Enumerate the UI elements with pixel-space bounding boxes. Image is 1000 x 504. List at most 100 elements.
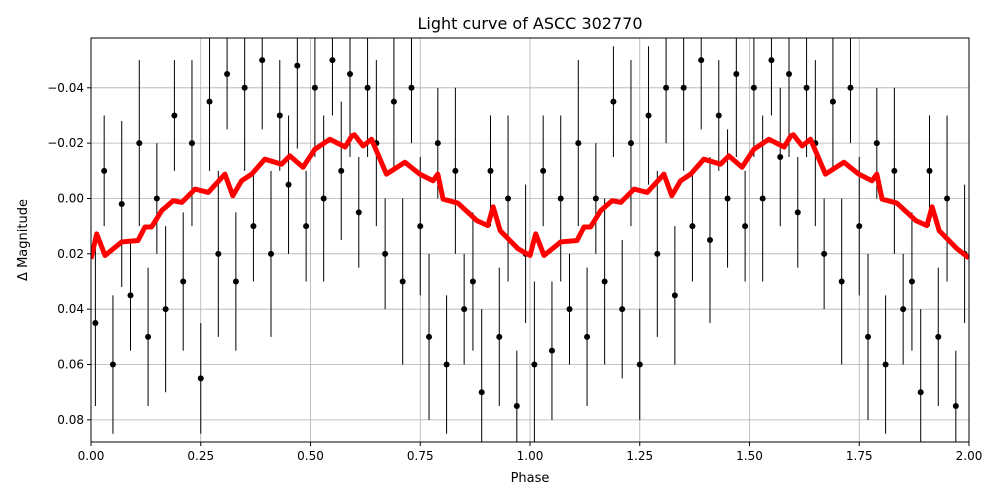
data-point [829,98,836,105]
data-point [689,223,696,230]
data-point [478,389,485,396]
data-point [645,112,652,119]
chart-title: Light curve of ASCC 302770 [417,14,642,33]
data-point [101,167,108,174]
data-point [891,167,898,174]
y-axis-label: Δ Magnitude [16,199,31,281]
data-point [908,278,915,285]
y-tick-label: 0.06 [57,358,84,372]
data-point [619,306,626,313]
data-point [584,333,591,340]
data-point [724,195,731,202]
y-tick-label: 0.02 [57,247,84,261]
data-point [390,98,397,105]
data-point [663,84,670,91]
data-point [636,361,643,368]
data-point [505,195,512,202]
data-point [127,292,134,299]
grid [90,38,970,442]
x-tick-label: 1.75 [846,449,873,463]
data-point [338,167,345,174]
data-point [856,223,863,230]
data-point [627,140,634,147]
data-point [838,278,845,285]
data-point [426,333,433,340]
data-point [786,70,793,77]
data-point [750,84,757,91]
x-tick-label: 1.00 [517,449,544,463]
y-tick-label: −0.04 [47,81,84,95]
data-point [171,112,178,119]
data-point [680,84,687,91]
data-point [706,237,713,243]
y-tick-label: 0.08 [57,413,84,427]
axis-ticks: 0.00 0.25 0.50 0.75 1.00 1.25 1.50 1.75 2.00 −0.0… [47,81,982,463]
data-point [487,167,494,174]
data-point [531,361,538,368]
data-point [443,361,450,368]
data-point [847,84,854,91]
data-point [461,306,468,313]
data-point [303,223,310,230]
data-point [329,57,336,64]
data-point [496,333,503,340]
data-point [540,167,547,174]
data-point [92,320,99,327]
data-point [803,84,810,91]
data-point [180,278,187,285]
data-point [935,333,942,340]
x-tick-label: 2.00 [956,449,983,463]
data-point [575,140,582,147]
data-point [601,278,608,285]
x-tick-label: 1.50 [736,449,763,463]
data-point [241,84,248,91]
data-point [320,195,327,202]
data-point [469,278,476,285]
data-point [882,361,889,368]
data-point [311,84,318,91]
data-point [250,223,257,230]
data-point [267,250,274,257]
x-tick-label: 0.25 [187,449,214,463]
data-point [557,195,564,202]
data-point [347,70,354,77]
data-point [109,361,116,368]
data-point [777,153,784,160]
data-point [188,140,195,147]
y-tick-label: 0.00 [57,191,84,205]
data-point [408,84,415,91]
x-tick-label: 0.75 [407,449,434,463]
data-point [610,98,617,105]
data-point [865,333,872,340]
data-point [821,250,828,257]
data-point [118,201,125,208]
data-point [355,209,362,216]
data-point [136,140,143,147]
data-point [145,333,152,340]
x-tick-label: 0.00 [78,449,105,463]
data-point [733,70,740,77]
data-point [224,70,231,77]
data-point [548,347,555,354]
data-point [900,306,907,313]
data-point [917,389,924,396]
x-tick-label: 1.25 [626,449,653,463]
data-point [276,112,283,119]
data-point [952,403,959,410]
data-point [671,292,678,299]
smoothed-curve-series [91,132,969,260]
data-point [759,195,766,202]
data-point [197,375,204,382]
data-point [259,57,266,64]
errorbar-series [92,38,968,442]
data-point [215,250,222,257]
x-tick-label: 0.50 [297,449,324,463]
y-tick-label: −0.02 [47,136,84,150]
data-point [206,98,213,105]
data-point [715,112,722,119]
data-point [382,250,389,257]
data-point [162,306,169,313]
data-point [794,209,801,216]
